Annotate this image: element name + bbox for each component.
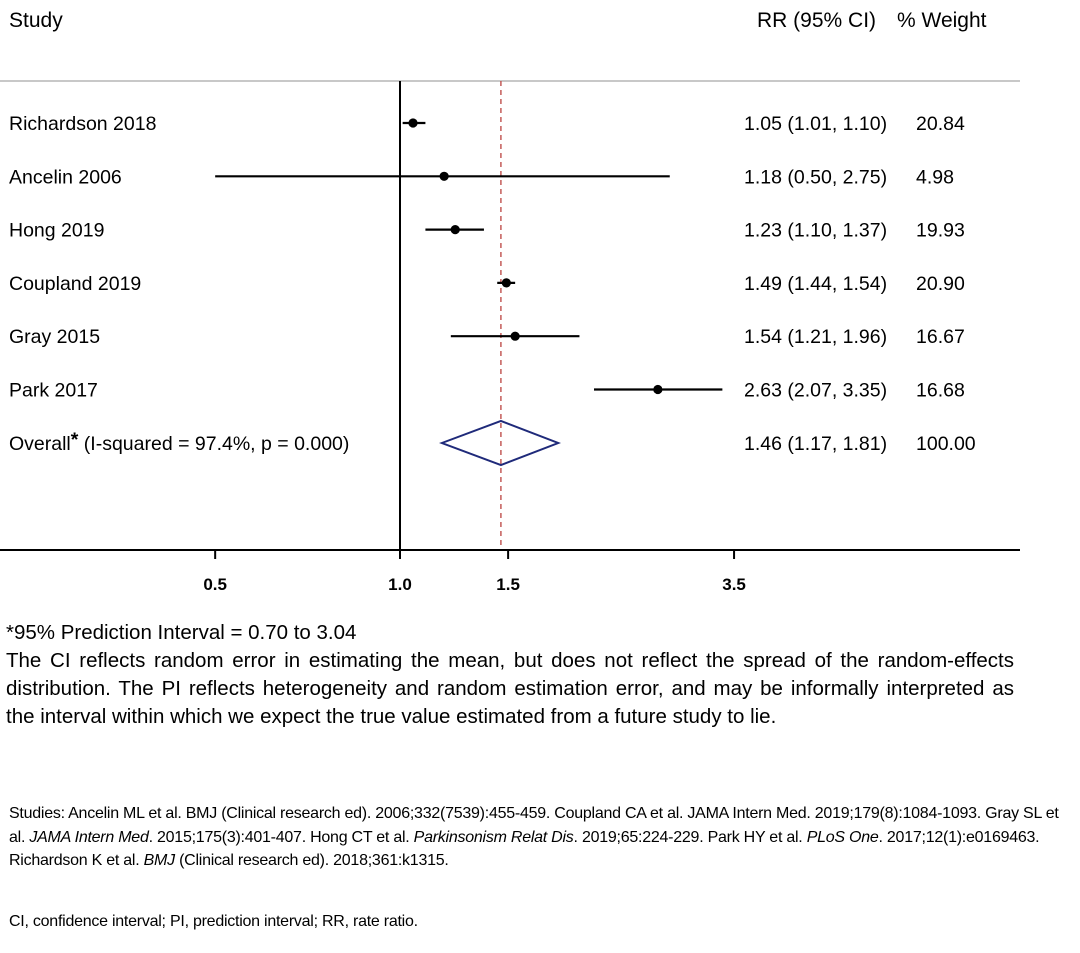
study-weight: 4.98 — [916, 166, 954, 188]
header-study: Study — [9, 9, 63, 32]
point-estimate — [439, 171, 449, 181]
study-weight: 16.67 — [916, 326, 965, 348]
reference-text: . 2019;65:224-229. Park HY et al. — [573, 828, 807, 846]
study-rows: Richardson 2018 1.05 (1.01, 1.10) 20.84 Anc… — [9, 113, 965, 402]
overall-label-star: * — [71, 429, 79, 451]
header-rr-ci: RR (95% CI) — [757, 9, 876, 32]
study-weight: 20.90 — [916, 273, 965, 295]
journal-name: PLoS One — [806, 828, 879, 846]
overall-label-rest: (I-squared = 97.4%, p = 0.000) — [78, 433, 349, 455]
x-axis-ticks: 0.5 1.0 1.5 3.5 — [203, 550, 746, 594]
x-tick-label: 1.5 — [496, 575, 520, 594]
journal-name: Parkinsonism Relat Dis — [413, 828, 574, 846]
notes: *95% Prediction Interval = 0.70 to 3.04 … — [6, 619, 1014, 731]
study-label: Ancelin 2006 — [9, 166, 122, 188]
overall-diamond — [439, 419, 562, 467]
reference-text: . 2015;175(3):401-407. Hong CT et al. — [148, 828, 414, 846]
study-label: Park 2017 — [9, 380, 98, 402]
reference-text: Studies: Ancelin ML et al. BMJ (Clinical… — [9, 805, 1059, 846]
journal-name: BMJ — [143, 852, 176, 869]
reference-text: (Clinical research ed). 2018;361:k1315. — [174, 852, 449, 869]
study-label: Richardson 2018 — [9, 113, 156, 135]
overall-ci-text: 1.46 (1.17, 1.81) — [744, 433, 887, 455]
study-weight: 20.84 — [916, 113, 965, 135]
reference-text: . 2017;12(1):e0169463. Richardson K et a… — [9, 828, 1040, 870]
overall-label-main: Overall — [9, 433, 71, 455]
journal-name: JAMA Intern Med — [29, 828, 149, 846]
study-ci-text: 1.18 (0.50, 2.75) — [744, 166, 887, 188]
study-weight: 19.93 — [916, 220, 965, 242]
study-row: Gray 2015 1.54 (1.21, 1.96) 16.67 — [9, 326, 965, 348]
ci-pi-explanation: The CI reflects random error in estimati… — [6, 649, 1014, 728]
x-tick-label: 3.5 — [722, 575, 746, 594]
point-estimate — [510, 331, 520, 341]
point-estimate — [501, 278, 511, 288]
study-ci-text: 1.05 (1.01, 1.10) — [744, 113, 887, 135]
study-label: Gray 2015 — [9, 326, 100, 348]
prediction-interval-note: *95% Prediction Interval = 0.70 to 3.04 — [6, 621, 357, 644]
study-row: Ancelin 2006 1.18 (0.50, 2.75) 4.98 — [9, 166, 954, 188]
study-row: Richardson 2018 1.05 (1.01, 1.10) 20.84 — [9, 113, 965, 135]
point-estimate — [653, 384, 663, 395]
study-ci-text: 2.63 (2.07, 3.35) — [744, 380, 887, 402]
overall-label: Overall* (I-squared = 97.4%, p = 0.000) — [9, 429, 349, 455]
study-row: Coupland 2019 1.49 (1.44, 1.54) 20.90 — [9, 273, 965, 295]
overall-weight: 100.00 — [916, 433, 976, 455]
x-tick-label: 0.5 — [203, 575, 227, 594]
study-references: Studies: Ancelin ML et al. BMJ (Clinical… — [9, 802, 1069, 873]
point-estimate — [450, 225, 460, 235]
study-row: Hong 2019 1.23 (1.10, 1.37) 19.93 — [9, 220, 965, 242]
forest-plot: Study RR (95% CI) % Weight 0.5 1.0 1.5 3.5 … — [0, 9, 1020, 594]
x-tick-label: 1.0 — [388, 575, 412, 594]
point-estimate — [408, 118, 418, 128]
study-weight: 16.68 — [916, 380, 965, 402]
study-row: Park 2017 2.63 (2.07, 3.35) 16.68 — [9, 380, 965, 402]
overall-row: Overall* (I-squared = 97.4%, p = 0.000) … — [9, 419, 976, 467]
study-ci-text: 1.54 (1.21, 1.96) — [744, 326, 887, 348]
study-ci-text: 1.23 (1.10, 1.37) — [744, 220, 887, 242]
abbreviations: CI, confidence interval; PI, prediction … — [9, 913, 418, 930]
study-label: Coupland 2019 — [9, 273, 141, 295]
header-weight: % Weight — [897, 9, 987, 32]
study-label: Hong 2019 — [9, 220, 104, 242]
study-ci-text: 1.49 (1.44, 1.54) — [744, 273, 887, 295]
